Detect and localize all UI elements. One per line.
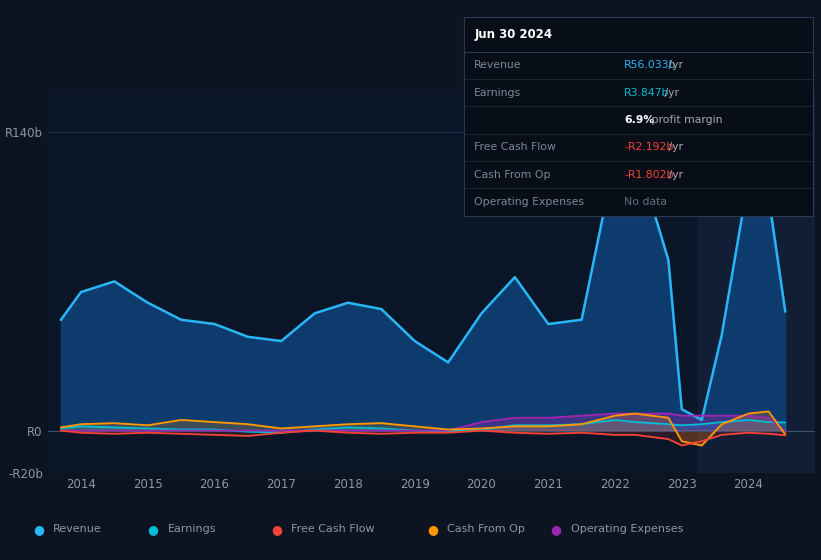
Text: -R2.192b: -R2.192b [624, 142, 674, 152]
Text: ●: ● [550, 522, 561, 536]
Text: Operating Expenses: Operating Expenses [571, 524, 683, 534]
Text: Jun 30 2024: Jun 30 2024 [475, 27, 553, 41]
Text: Revenue: Revenue [475, 60, 522, 70]
Text: ●: ● [427, 522, 438, 536]
Text: /yr: /yr [665, 142, 683, 152]
Text: Free Cash Flow: Free Cash Flow [475, 142, 556, 152]
Text: -R1.802b: -R1.802b [624, 170, 674, 180]
Text: Cash From Op: Cash From Op [475, 170, 551, 180]
Text: Cash From Op: Cash From Op [447, 524, 525, 534]
Text: /yr: /yr [665, 170, 683, 180]
Text: 6.9%: 6.9% [624, 115, 654, 125]
Text: ●: ● [148, 522, 158, 536]
Text: /yr: /yr [665, 60, 683, 70]
Text: Earnings: Earnings [168, 524, 217, 534]
Text: ●: ● [271, 522, 282, 536]
Text: ●: ● [33, 522, 44, 536]
Text: No data: No data [624, 197, 667, 207]
Text: R56.033b: R56.033b [624, 60, 677, 70]
Text: profit margin: profit margin [648, 115, 722, 125]
Text: Earnings: Earnings [475, 87, 521, 97]
Text: Operating Expenses: Operating Expenses [475, 197, 585, 207]
Bar [699, 90, 815, 473]
Text: R3.847b: R3.847b [624, 87, 670, 97]
Text: Revenue: Revenue [53, 524, 102, 534]
Text: Free Cash Flow: Free Cash Flow [291, 524, 375, 534]
Text: /yr: /yr [661, 87, 679, 97]
